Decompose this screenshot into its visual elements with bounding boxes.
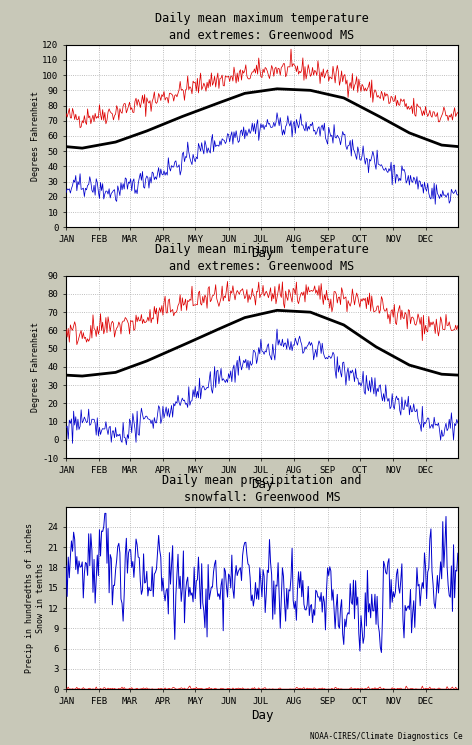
Text: NOAA-CIRES/Climate Diagnostics Ce: NOAA-CIRES/Climate Diagnostics Ce: [310, 732, 463, 741]
Title: Daily mean minimum temperature
and extremes: Greenwood MS: Daily mean minimum temperature and extre…: [155, 243, 369, 273]
X-axis label: Day: Day: [251, 708, 273, 722]
Y-axis label: Degrees Fahrenheit: Degrees Fahrenheit: [31, 91, 40, 181]
X-axis label: Day: Day: [251, 247, 273, 260]
Title: Daily mean maximum temperature
and extremes: Greenwood MS: Daily mean maximum temperature and extre…: [155, 12, 369, 42]
Title: Daily mean precipitation and
snowfall: Greenwood MS: Daily mean precipitation and snowfall: G…: [162, 474, 362, 504]
X-axis label: Day: Day: [251, 478, 273, 491]
Y-axis label: Precip in hundredths of inches
Snow in tenths: Precip in hundredths of inches Snow in t…: [25, 523, 45, 673]
Y-axis label: Degrees Fahrenheit: Degrees Fahrenheit: [31, 322, 40, 412]
